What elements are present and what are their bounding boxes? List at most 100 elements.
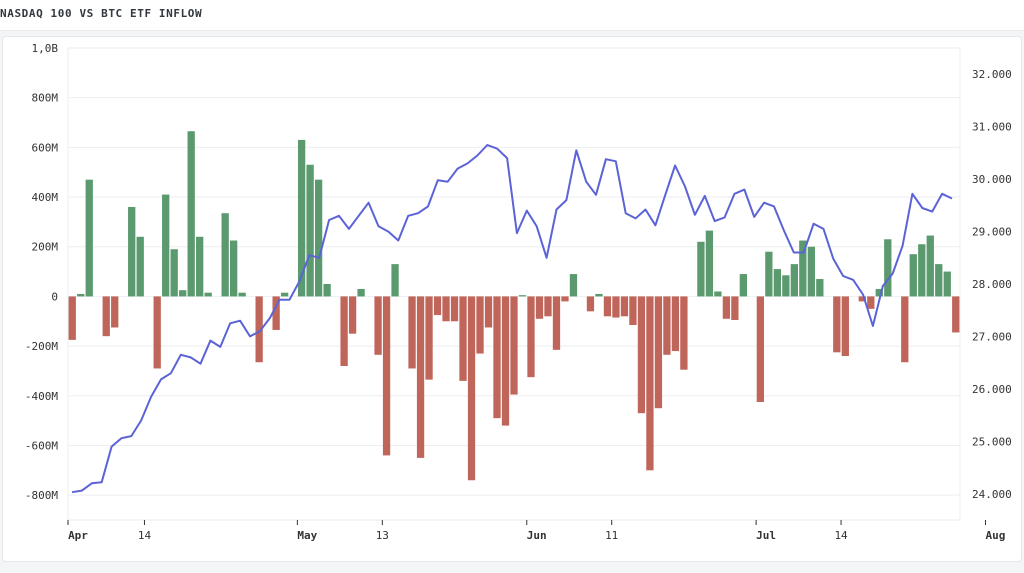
bar	[128, 206, 136, 297]
left-tick-label: 200M	[32, 241, 59, 254]
bar	[314, 179, 323, 297]
bar	[162, 194, 170, 297]
bar	[527, 296, 535, 378]
bar	[884, 239, 892, 297]
right-tick-label: 29.000	[972, 226, 1012, 239]
bar	[773, 269, 781, 297]
x-tick-label: May	[297, 529, 317, 542]
x-tick-label: 14	[138, 529, 152, 542]
left-tick-label: 0	[51, 290, 58, 303]
x-tick-label: Apr	[68, 529, 88, 542]
left-tick-label: -400M	[25, 390, 58, 403]
bar	[255, 296, 263, 363]
bar	[705, 230, 714, 297]
bar	[85, 179, 93, 297]
bar	[408, 296, 416, 369]
bar	[620, 296, 629, 317]
bar	[816, 279, 824, 297]
bar	[433, 296, 442, 316]
bar	[663, 296, 671, 355]
bar	[629, 296, 637, 325]
bar	[722, 296, 731, 319]
left-tick-label: 400M	[32, 191, 59, 204]
right-tick-label: 30.000	[972, 173, 1012, 186]
bar	[102, 296, 110, 337]
bar	[544, 296, 552, 317]
bar	[493, 296, 501, 419]
bar	[323, 284, 331, 297]
right-tick-label: 24.000	[972, 488, 1012, 501]
bar	[552, 296, 561, 350]
bar	[382, 296, 391, 456]
right-tick-label: 27.000	[972, 330, 1012, 343]
bar	[425, 296, 433, 380]
bar	[476, 296, 484, 354]
x-tick-label: 14	[834, 529, 848, 542]
bar	[238, 292, 246, 297]
bar	[374, 296, 382, 355]
bar	[714, 291, 722, 297]
title-bar: NASDAQ 100 VS BTC ETF INFLOW	[0, 0, 1024, 31]
bar	[858, 296, 866, 302]
bar	[170, 249, 178, 297]
bar	[646, 296, 654, 471]
bar	[391, 264, 399, 297]
page-title: NASDAQ 100 VS BTC ETF INFLOW	[0, 7, 203, 20]
bar-layer	[68, 131, 960, 481]
x-tick-label: Jul	[756, 529, 776, 542]
bar	[416, 296, 425, 458]
bar	[357, 288, 365, 297]
nasdaq-line	[71, 144, 953, 494]
bar	[799, 240, 807, 297]
bar	[561, 296, 569, 302]
bar	[790, 264, 798, 297]
bar	[595, 293, 603, 297]
bar	[348, 296, 357, 334]
bar	[111, 296, 119, 328]
bar	[612, 296, 620, 318]
axis-layer: 1,0B 800M 600M 400M 200M 0 -200M -400M -600M -800…	[25, 42, 1012, 542]
bar	[671, 296, 680, 352]
bar	[926, 235, 934, 297]
bar	[535, 296, 544, 319]
bar	[196, 236, 204, 297]
bar	[833, 296, 841, 353]
x-tick-label: 11	[605, 529, 618, 542]
bar	[153, 296, 161, 369]
left-tick-label: 800M	[32, 92, 59, 105]
bar	[484, 296, 493, 328]
bar	[739, 274, 748, 297]
bar	[952, 296, 960, 333]
bar	[280, 292, 289, 297]
bar	[221, 213, 229, 297]
bar	[756, 296, 765, 402]
bar	[935, 264, 943, 297]
bar	[680, 296, 688, 370]
bar	[459, 296, 467, 381]
bar	[179, 290, 187, 297]
bar	[867, 296, 875, 309]
x-tick-label: Jun	[527, 529, 547, 542]
line-layer	[71, 144, 953, 494]
bar	[765, 251, 773, 297]
bar	[841, 296, 849, 357]
right-tick-label: 26.000	[972, 383, 1012, 396]
bar	[569, 274, 578, 297]
bar	[204, 292, 212, 297]
right-tick-label: 28.000	[972, 278, 1012, 291]
bar	[77, 293, 85, 297]
bar	[875, 288, 883, 297]
x-tick-label: 13	[376, 529, 389, 542]
bar	[518, 295, 527, 297]
bar	[187, 131, 195, 297]
bar	[340, 296, 348, 366]
bar	[654, 296, 663, 409]
bar	[136, 236, 144, 297]
bar	[272, 296, 280, 330]
bar	[731, 296, 739, 321]
x-tick-label: Aug	[986, 529, 1006, 542]
bar	[501, 296, 510, 426]
bar	[230, 240, 238, 297]
bar	[297, 139, 306, 297]
